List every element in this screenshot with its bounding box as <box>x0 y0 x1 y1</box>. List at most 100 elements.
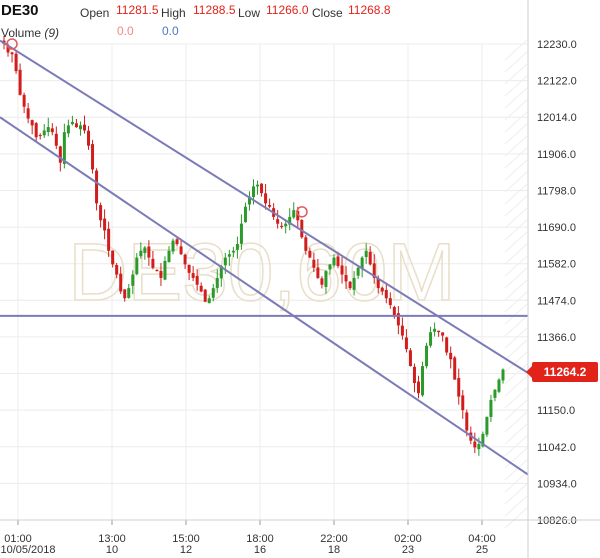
volume-indicator-label[interactable]: Volume (9) <box>1 26 59 40</box>
candle-body <box>239 223 243 244</box>
candle-body <box>219 266 223 279</box>
candle-body <box>191 273 195 278</box>
candle-body <box>324 271 328 287</box>
hatch-line <box>504 435 528 457</box>
candle-body <box>288 216 292 225</box>
candle-body <box>256 184 260 187</box>
watermark-text: DE30,60M <box>68 227 455 318</box>
candle-body <box>82 124 86 131</box>
trend-line[interactable] <box>0 116 529 476</box>
candle-body <box>400 325 404 336</box>
candle-body <box>203 289 207 302</box>
candle-body <box>107 228 111 251</box>
hatch-line <box>504 159 528 181</box>
x-tick-time: 01:00 <box>4 533 32 545</box>
volume-value-1: 0.0 <box>117 24 134 38</box>
candle-body <box>195 275 199 285</box>
hatch-line <box>504 171 528 193</box>
candle-body <box>78 125 82 130</box>
candle-body <box>99 205 103 221</box>
x-tick-date: 10/05/2018 <box>0 544 55 556</box>
candle-body <box>147 246 151 258</box>
y-tick-label: 12230.0 <box>537 39 577 51</box>
candle-body <box>123 289 127 299</box>
candle-body <box>6 45 10 53</box>
candle-body <box>151 258 155 268</box>
candle-body <box>58 146 62 163</box>
symbol-title[interactable]: DE30 <box>1 2 39 19</box>
candle-body <box>388 298 392 306</box>
candle-body <box>66 125 70 134</box>
candle-body <box>292 210 296 218</box>
hatch-line <box>504 243 528 265</box>
low-value: 11266.0 <box>266 3 309 17</box>
hatch-line <box>504 123 528 145</box>
candle-body <box>247 196 251 205</box>
candle-body <box>235 244 239 250</box>
hatch-line <box>504 351 528 373</box>
candle-body <box>34 123 38 138</box>
y-tick-label: 12122.0 <box>537 76 577 88</box>
candle-body <box>199 285 203 292</box>
candle-body <box>243 206 247 223</box>
trend-line[interactable] <box>0 39 529 374</box>
candle-body <box>264 193 268 204</box>
x-tick-date: 16 <box>254 544 266 556</box>
candle-body <box>461 395 465 411</box>
candle-body <box>91 144 95 170</box>
hatch-line <box>504 291 528 313</box>
candle-body <box>30 120 34 126</box>
candle-body <box>159 270 163 278</box>
hatch-line <box>504 399 528 421</box>
candle-body <box>441 332 445 336</box>
trend-lines[interactable] <box>0 38 529 476</box>
candle-body <box>38 135 42 137</box>
hatch-line <box>504 267 528 289</box>
hatch-line <box>504 411 528 433</box>
candle-body <box>429 332 433 346</box>
candle-body <box>54 133 58 146</box>
y-tick-label: 11042.0 <box>537 442 576 454</box>
candle-body <box>207 298 211 304</box>
candle-body <box>260 183 264 194</box>
candle-body <box>328 264 332 270</box>
candle-body <box>211 288 215 298</box>
candle-body <box>179 246 183 255</box>
hatch-line <box>504 39 528 61</box>
candle-body <box>46 127 50 133</box>
candle-body <box>416 381 420 394</box>
hatch-line <box>504 219 528 241</box>
hatch-line <box>504 327 528 349</box>
hatch-line <box>504 87 528 109</box>
hatch-line <box>504 387 528 409</box>
candle-body <box>308 250 312 258</box>
hatch-line <box>504 315 528 337</box>
watermark: DE30,60M <box>68 226 457 319</box>
candle-body <box>433 328 437 332</box>
close-label: Close <box>312 6 343 20</box>
y-tick-label: 11690.0 <box>537 222 576 234</box>
candle-body <box>356 267 360 276</box>
candle-body <box>473 441 477 448</box>
line-anchor-marker[interactable] <box>296 206 308 218</box>
candle-body <box>300 219 304 238</box>
candle-body <box>183 254 187 265</box>
line-anchor-marker[interactable] <box>6 38 18 50</box>
x-tick-time: 18:00 <box>246 533 274 545</box>
current-price-tag: 11264.2 <box>526 362 598 382</box>
candle-body <box>111 250 115 265</box>
candle-body <box>127 288 131 298</box>
candle-body <box>449 352 453 360</box>
y-tick-label: 12014.0 <box>537 112 577 124</box>
hatch-line <box>504 111 528 133</box>
candle-body <box>231 250 235 253</box>
candle-body <box>143 247 147 254</box>
candle-body <box>62 132 66 164</box>
candle-body <box>352 277 356 290</box>
x-tick-date: 10 <box>106 544 118 556</box>
high-value: 11288.5 <box>193 3 236 17</box>
candle-body <box>187 264 191 273</box>
candle-body <box>227 254 231 257</box>
candle-body <box>10 52 14 55</box>
